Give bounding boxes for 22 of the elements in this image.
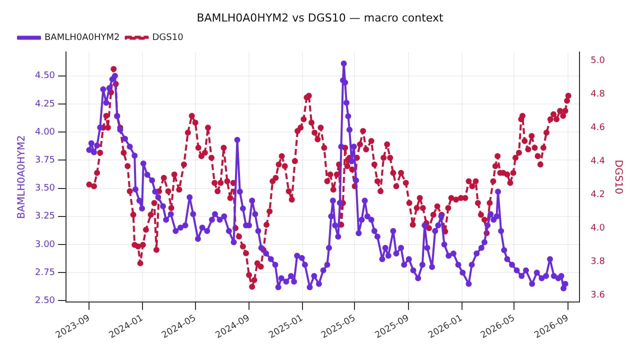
- y-tick-label: 3.00: [34, 240, 56, 250]
- y2-tick-label: 4.4: [590, 156, 606, 166]
- y-tick-label: 3.50: [34, 184, 56, 194]
- y2-tick-label: 4.0: [590, 223, 606, 234]
- y-tick-label: 3.25: [34, 212, 56, 222]
- y-tick-label: 3.75: [34, 156, 56, 166]
- y-tick-label: 4.25: [34, 99, 56, 110]
- chart-title: BAMLH0A0HYM2 vs DGS10 — macro context: [196, 11, 444, 24]
- y2-tick-label: 3.8: [590, 256, 606, 267]
- legend-label: BAMLH0A0HYM2: [44, 33, 120, 44]
- y2-tick-label: 4.8: [590, 89, 606, 100]
- y2-tick-label: 4.6: [590, 122, 606, 133]
- y-axis-title: BAMLH0A0HYM2: [16, 135, 28, 219]
- y2-tick-label: 3.6: [590, 290, 606, 300]
- y2-axis-title: DGS10: [612, 160, 624, 194]
- legend-label: DGS10: [152, 33, 184, 44]
- y-tick-label: 4.50: [34, 71, 56, 82]
- y-tick-label: 2.75: [34, 268, 56, 278]
- y-tick-label: 4.00: [34, 127, 56, 138]
- y2-tick-label: 4.2: [590, 190, 606, 200]
- y-tick-label: 2.50: [34, 296, 56, 306]
- y2-tick-label: 5.0: [590, 56, 606, 66]
